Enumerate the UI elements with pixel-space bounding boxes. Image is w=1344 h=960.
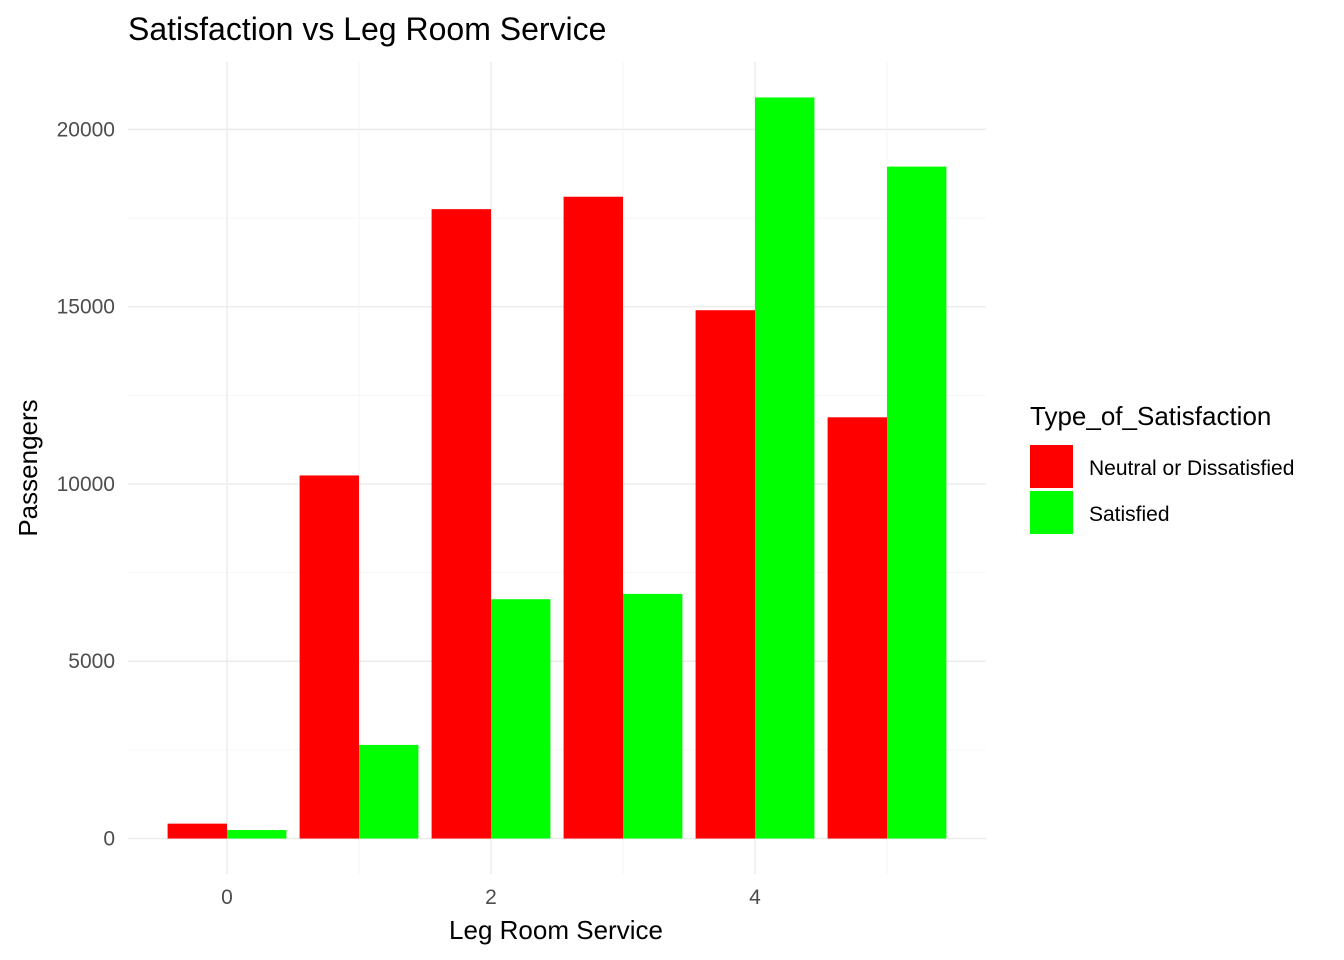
bar	[299, 475, 359, 839]
bar	[227, 830, 287, 839]
bars	[167, 97, 947, 839]
legend-swatch	[1030, 445, 1073, 488]
x-axis-ticks: 0 2 4	[221, 886, 761, 909]
legend-swatch	[1030, 491, 1073, 534]
y-tick-label: 15000	[57, 296, 115, 319]
bar	[563, 196, 623, 839]
legend-items: Neutral or Dissatisfied Satisfied	[1030, 445, 1294, 534]
legend-title: Type_of_Satisfaction	[1030, 401, 1271, 431]
bar	[887, 166, 947, 839]
y-tick-label: 5000	[68, 650, 115, 673]
bar	[167, 823, 227, 839]
y-axis-title: Passengers	[13, 399, 43, 536]
x-tick-label: 0	[221, 886, 233, 909]
legend-label: Satisfied	[1089, 503, 1170, 526]
bar	[431, 209, 491, 839]
x-tick-label: 2	[485, 886, 497, 909]
x-tick-label: 4	[749, 886, 761, 909]
legend-label: Neutral or Dissatisfied	[1089, 457, 1294, 480]
bar	[359, 744, 419, 839]
bar	[623, 593, 683, 839]
y-axis-ticks: 0 5000 10000 15000 20000	[57, 118, 115, 850]
legend: Type_of_Satisfaction Neutral or Dissatis…	[1030, 401, 1294, 534]
bar	[491, 599, 551, 839]
y-tick-label: 0	[103, 828, 115, 851]
bar	[695, 310, 755, 839]
bar	[755, 97, 815, 839]
x-axis-title: Leg Room Service	[449, 915, 663, 945]
y-tick-label: 10000	[57, 473, 115, 496]
y-tick-label: 20000	[57, 118, 115, 141]
bar	[827, 417, 887, 839]
chart-title: Satisfaction vs Leg Room Service	[128, 11, 606, 47]
